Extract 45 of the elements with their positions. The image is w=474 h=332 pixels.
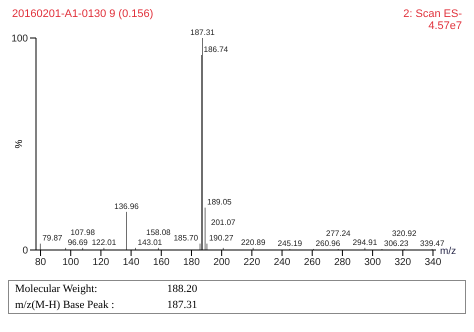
x-tick-label: 280 [334,257,352,268]
x-tick-label: 140 [122,257,140,268]
annotation: 294.91 [352,238,378,247]
annotation: 220.89 [240,238,266,247]
x-tick-label: 160 [152,257,170,268]
annotation: 190.27 [208,234,234,243]
text: 20160201-A1-0130 9 (0.156) [12,8,154,20]
x-tick-label: 240 [274,257,291,268]
x-tick-label: 180 [183,257,200,268]
text: 4.57e7 [428,20,462,32]
text: 187.31 [166,298,198,313]
x-axis-title: m/z [440,246,456,257]
annotation: 185.70 [174,234,199,243]
text: 2: Scan ES- [403,8,462,20]
annotation: 245.19 [278,238,303,248]
text: 188.20 [166,282,198,297]
text: m/z(M-H) Base Peak : [14,298,116,313]
annotation: 107.98 [70,228,96,237]
annotation: 339.47 [420,238,445,248]
annotation: 260.96 [316,238,341,248]
annotation: 306.23 [384,238,410,248]
annotation: 143.01 [138,238,163,247]
text: Molecular Weight: [14,282,98,297]
x-tick-label: 320 [394,257,412,268]
annotation: 158.08 [146,228,172,237]
x-tick-label: 220 [244,257,261,268]
x-tick-label: 200 [213,257,230,268]
x-tick-label: 300 [364,257,382,268]
annotation: 79.87 [42,234,63,243]
annotation: 201.07 [211,218,236,227]
x-tick-label: 100 [62,257,80,268]
annotation: 187.31 [190,28,216,37]
annotation: 189.05 [207,198,232,207]
annotation: 136.96 [114,202,140,211]
x-tick-label: 80 [34,257,47,268]
annotation: 277.24 [326,228,352,238]
annotation: 320.92 [392,228,417,238]
annotation: 186.74 [204,44,229,54]
y-tick-label: 0 [22,246,28,257]
x-tick-label: 340 [424,257,442,268]
annotation: 96.69 [68,238,88,247]
annotation: 122.01 [92,238,117,247]
y-axis-title: % [14,139,25,148]
x-tick-label: 120 [92,257,110,268]
x-tick-label: 260 [304,257,322,268]
